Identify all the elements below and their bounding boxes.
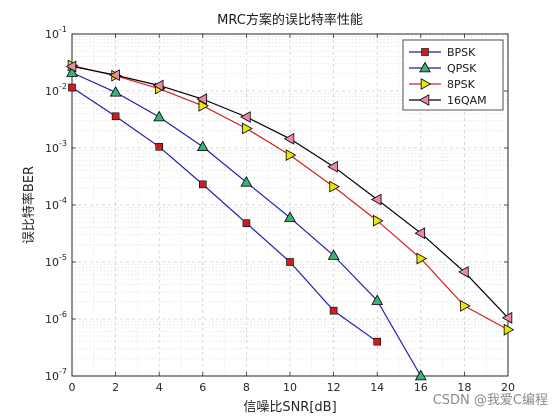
data-point-16qam xyxy=(327,160,338,173)
series-16qam xyxy=(65,60,513,324)
legend-label-qpsk: QPSK xyxy=(447,62,477,75)
x-tick-label: 0 xyxy=(69,381,76,394)
x-axis-label: 信噪比SNR[dB] xyxy=(243,400,336,415)
data-point-16qam xyxy=(65,60,77,73)
data-point-bpsk xyxy=(242,219,251,227)
data-point-8psk xyxy=(460,299,471,312)
data-point-16qam xyxy=(458,266,469,278)
data-point-qpsk xyxy=(371,294,384,305)
x-tick-label: 20 xyxy=(501,381,515,394)
legend-marker-8psk xyxy=(420,78,432,90)
series-qpsk xyxy=(66,66,427,381)
x-tick-label: 16 xyxy=(414,381,428,394)
x-tick-label: 6 xyxy=(199,381,206,394)
legend-label-8psk: 8PSK xyxy=(447,78,476,91)
data-point-qpsk xyxy=(66,66,78,77)
y-axis-label: 误比特率BER xyxy=(21,166,37,244)
data-point-16qam xyxy=(370,193,382,206)
x-tick-label: 8 xyxy=(243,381,250,394)
data-point-qpsk xyxy=(414,369,427,381)
x-tick-label: 10 xyxy=(283,381,297,394)
legend-marker-qpsk xyxy=(419,61,431,73)
data-point-qpsk xyxy=(196,140,209,152)
y-tick-label: 10-3 xyxy=(45,139,67,155)
data-point-bpsk xyxy=(155,142,163,151)
legend: BPSK QPSK 8PSK 16QAM xyxy=(402,39,504,111)
y-tick-label: 10-5 xyxy=(45,253,67,269)
x-tick-label: 14 xyxy=(370,381,384,394)
y-tick-label: 10-2 xyxy=(45,82,67,98)
x-tick-label: 12 xyxy=(327,381,341,394)
series-layer xyxy=(65,59,515,381)
data-point-8psk xyxy=(285,149,297,162)
data-point-bpsk xyxy=(286,258,294,266)
x-tick-label: 4 xyxy=(156,381,163,394)
x-tick-label: 18 xyxy=(457,381,471,394)
data-point-bpsk xyxy=(373,337,382,346)
legend-label-16qam: 16QAM xyxy=(447,94,487,107)
legend-marker-bpsk xyxy=(421,48,429,56)
data-point-bpsk xyxy=(199,180,207,189)
data-point-16qam xyxy=(283,132,295,145)
y-tick-label: 10-7 xyxy=(45,367,67,383)
data-point-bpsk xyxy=(68,83,76,92)
data-point-8psk xyxy=(416,252,428,265)
data-point-bpsk xyxy=(111,112,120,121)
data-point-16qam xyxy=(501,311,513,324)
data-point-8psk xyxy=(329,180,340,193)
y-tick-label: 10-1 xyxy=(45,25,67,41)
data-point-qpsk xyxy=(284,211,296,222)
data-point-8psk xyxy=(372,214,384,227)
data-point-16qam xyxy=(240,111,251,123)
y-tick-labels: 10-1 10-2 10-3 10-4 10-5 10-6 10-7 xyxy=(45,25,67,383)
data-point-8psk xyxy=(503,323,515,336)
data-point-8psk xyxy=(242,122,253,135)
data-point-16qam xyxy=(414,227,426,240)
data-point-qpsk xyxy=(240,175,253,187)
chart-title: MRC方案的误比特率性能 xyxy=(217,12,363,28)
data-point-8psk xyxy=(198,99,210,112)
series-bpsk xyxy=(68,83,382,346)
data-point-16qam xyxy=(196,93,208,106)
data-point-16qam xyxy=(152,79,164,92)
y-tick-label: 10-4 xyxy=(45,196,67,212)
data-point-qpsk xyxy=(153,110,166,122)
x-tick-labels: 0 2 4 6 8 10 12 14 16 18 20 xyxy=(69,381,516,394)
watermark: CSDN @我爱C编程 xyxy=(433,393,548,408)
legend-label-bpsk: BPSK xyxy=(447,46,476,59)
legend-marker-16qam xyxy=(418,94,430,106)
y-tick-label: 10-6 xyxy=(45,310,67,326)
data-point-qpsk xyxy=(327,249,340,260)
x-tick-label: 2 xyxy=(112,381,119,394)
data-point-qpsk xyxy=(109,85,122,97)
data-point-bpsk xyxy=(329,306,338,315)
data-point-16qam xyxy=(109,69,120,82)
series-line-bpsk xyxy=(71,87,378,343)
